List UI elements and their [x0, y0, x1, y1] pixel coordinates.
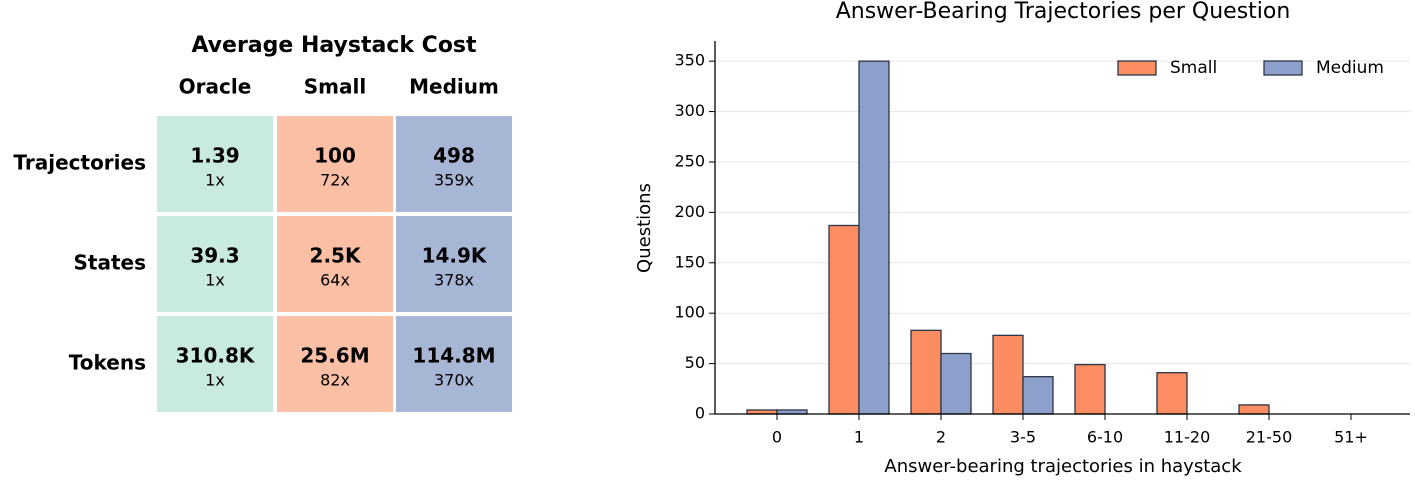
legend-label: Medium: [1316, 58, 1384, 78]
x-tick-label: 3-5: [1010, 428, 1036, 447]
bar: [992, 334, 1024, 415]
bar: [858, 60, 890, 415]
bar: [1074, 363, 1106, 415]
cell: [396, 216, 512, 312]
y-tick-label: 50: [685, 353, 705, 372]
cell: [277, 216, 393, 312]
cell-value: 498: [433, 144, 475, 168]
column-header: Small: [304, 75, 366, 99]
row-header: Tokens: [69, 351, 146, 375]
legend-label: Small: [1170, 58, 1217, 78]
y-axis-label: Questions: [634, 183, 655, 273]
cell-ratio: 82x: [320, 371, 350, 390]
cell-value: 1.39: [190, 144, 239, 168]
cell-ratio: 1x: [205, 171, 225, 190]
cell-value: 25.6M: [300, 344, 369, 368]
cell-ratio: 359x: [434, 171, 474, 190]
y-tick-label: 200: [674, 202, 705, 221]
x-tick-label: 51+: [1334, 428, 1368, 447]
column-header: Medium: [409, 75, 499, 99]
bar: [910, 329, 942, 415]
cell-value: 39.3: [190, 244, 239, 268]
cell: [277, 316, 393, 412]
y-tick-label: 0: [695, 404, 705, 423]
x-tick-label: 6-10: [1087, 428, 1123, 447]
chart-title: Answer-Bearing Trajectories per Question: [836, 0, 1291, 24]
cell-value: 100: [314, 144, 356, 168]
y-tick-label: 350: [674, 51, 705, 70]
bar: [940, 352, 972, 415]
x-tick-label: 11-20: [1164, 428, 1211, 447]
y-tick-label: 100: [674, 303, 705, 322]
cell-ratio: 1x: [205, 371, 225, 390]
bar: [1156, 372, 1188, 415]
cell: [157, 216, 273, 312]
cell: [396, 316, 512, 412]
row-header: Trajectories: [13, 151, 146, 175]
cell-ratio: 378x: [434, 271, 474, 290]
cell-ratio: 370x: [434, 371, 474, 390]
cell-value: 114.8M: [412, 344, 495, 368]
y-tick-label: 250: [674, 151, 705, 170]
cell: [277, 116, 393, 212]
column-header: Oracle: [179, 75, 252, 99]
cell-ratio: 72x: [320, 171, 350, 190]
cell-ratio: 1x: [205, 271, 225, 290]
x-tick-label: 21-50: [1246, 428, 1293, 447]
x-tick-label: 1: [854, 428, 864, 447]
bar: [1238, 404, 1270, 415]
y-tick-label: 150: [674, 252, 705, 271]
x-axis-label: Answer-bearing trajectories in haystack: [884, 456, 1242, 477]
bar: [1022, 376, 1054, 415]
cell-value: 310.8K: [176, 344, 256, 368]
bar: [828, 224, 860, 415]
cell: [396, 116, 512, 212]
table-title: Average Haystack Cost: [191, 33, 477, 58]
cell: [157, 316, 273, 412]
cell: [157, 116, 273, 212]
legend-swatch: [1263, 60, 1303, 76]
x-tick-label: 0: [772, 428, 782, 447]
cell-ratio: 64x: [320, 271, 350, 290]
x-tick-label: 2: [936, 428, 946, 447]
legend-swatch: [1117, 60, 1157, 76]
row-header: States: [74, 251, 147, 275]
cell-value: 14.9K: [422, 244, 488, 268]
y-tick-label: 300: [674, 101, 705, 120]
cell-value: 2.5K: [310, 244, 362, 268]
